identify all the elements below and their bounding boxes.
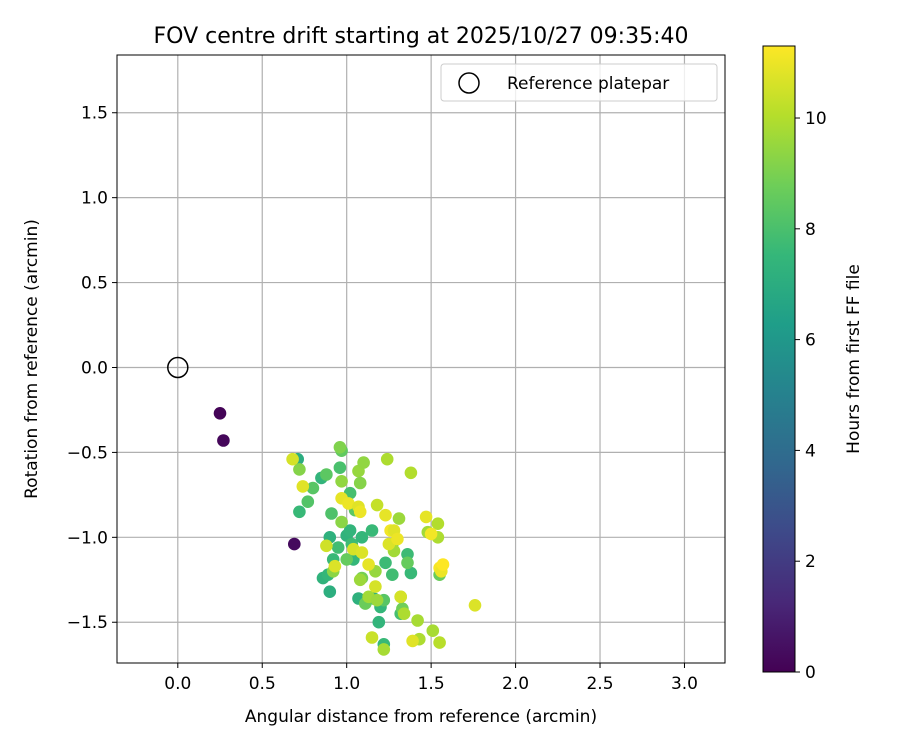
colorbar [762, 45, 796, 673]
chart-title: FOV centre drift starting at 2025/10/27 … [154, 24, 689, 49]
scatter-point [357, 456, 370, 469]
scatter-point [426, 624, 440, 637]
scatter-point [320, 468, 333, 481]
x-tick-label: 3.0 [671, 674, 698, 694]
scatter-point [404, 466, 418, 480]
scatter-point [340, 553, 354, 566]
scatter-point [328, 559, 342, 573]
scatter-point [379, 508, 392, 522]
scatter-point [217, 434, 230, 447]
scatter-point [404, 566, 418, 580]
scatter-point [392, 512, 406, 525]
scatter-point [379, 556, 392, 570]
scatter-point [380, 452, 394, 466]
colorbar-tick-label: 2 [805, 552, 816, 572]
plot-area [117, 55, 725, 663]
scatter-point [370, 498, 384, 512]
scatter-point [397, 607, 411, 620]
legend: Reference platepar [440, 63, 718, 102]
x-tick-label: 0.5 [249, 674, 276, 694]
scatter-point [394, 590, 408, 604]
scatter-point [353, 573, 367, 587]
scatter-point [320, 539, 333, 553]
scatter-point [372, 615, 386, 629]
y-tick-label: −1.0 [67, 528, 108, 548]
scatter-point [406, 634, 419, 648]
scatter-point [335, 475, 348, 488]
scatter-point [377, 643, 391, 656]
scatter-point [343, 524, 357, 537]
colorbar-tick-label: 8 [805, 220, 816, 240]
scatter-point [331, 541, 345, 554]
scatter-point [355, 531, 369, 544]
legend-label-reference: Reference platepar [507, 74, 669, 94]
scatter-point [411, 614, 424, 627]
x-tick-label: 0.0 [164, 674, 191, 694]
scatter-point [436, 558, 450, 571]
y-axis-ticks: −1.5 −1.0 −0.5 0.0 0.5 1.0 1.5 [67, 104, 117, 633]
y-axis-label: Rotation from reference (arcmin) [22, 219, 42, 499]
scatter-point [468, 599, 482, 612]
scatter-point [365, 631, 379, 644]
scatter-points [213, 407, 482, 656]
colorbar-tick-label: 6 [805, 331, 816, 351]
scatter-point [288, 537, 301, 551]
scatter-point [365, 524, 379, 537]
plot-frame [116, 54, 726, 664]
x-axis-label: Angular distance from reference (arcmin) [245, 707, 597, 727]
grid [117, 55, 725, 663]
scatter-point [293, 463, 306, 476]
x-tick-label: 1.0 [333, 674, 360, 694]
y-tick-label: 0.5 [81, 274, 108, 294]
reference-point [167, 356, 189, 379]
scatter-point [293, 505, 306, 519]
colorbar-tick-label: 10 [805, 109, 827, 129]
scatter-point [369, 580, 382, 593]
y-tick-label: −1.5 [67, 613, 108, 633]
scatter-point [296, 480, 310, 493]
scatter-point [323, 585, 337, 598]
scatter-point [353, 505, 367, 519]
scatter-point [370, 593, 384, 607]
scatter-point [286, 452, 299, 466]
x-tick-label: 1.5 [418, 674, 445, 694]
scatter-point [333, 461, 347, 475]
colorbar-tick-label: 4 [805, 441, 816, 461]
x-tick-label: 2.0 [502, 674, 529, 694]
scatter-point [355, 546, 369, 559]
y-tick-label: −0.5 [67, 443, 108, 463]
scatter-point [306, 481, 320, 495]
colorbar-ticks: 0 2 4 6 8 10 [795, 109, 827, 683]
x-tick-label: 2.5 [586, 674, 613, 694]
scatter-point [424, 527, 438, 541]
y-tick-label: 1.5 [81, 104, 108, 124]
scatter-point [213, 407, 227, 420]
scatter-point [401, 556, 414, 570]
legend-box [440, 63, 718, 102]
scatter-point [391, 532, 404, 546]
colorbar-label: Hours from first FF file [844, 264, 864, 454]
scatter-point [362, 558, 375, 571]
scatter-point [353, 476, 367, 490]
colorbar-tick-label: 0 [805, 663, 816, 683]
x-axis-ticks: 0.0 0.5 1.0 1.5 2.0 2.5 3.0 [164, 663, 698, 694]
scatter-point [333, 441, 347, 454]
scatter-point [433, 636, 446, 649]
y-tick-label: 1.0 [81, 189, 108, 209]
y-tick-label: 0.0 [81, 358, 108, 378]
scatter-point [325, 507, 338, 520]
scatter-point [386, 568, 399, 581]
scatter-point [431, 517, 445, 530]
legend-marker-reference [458, 72, 480, 94]
scatter-point [342, 497, 355, 510]
scatter-point [335, 515, 348, 529]
scatter-point [301, 495, 315, 509]
scatter-point [419, 510, 433, 524]
